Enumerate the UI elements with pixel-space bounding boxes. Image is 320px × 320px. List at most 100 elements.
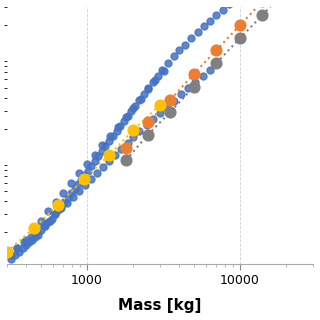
Point bbox=[189, 36, 194, 41]
Point bbox=[166, 60, 171, 65]
Point bbox=[214, 12, 219, 18]
Point bbox=[145, 120, 150, 125]
Point bbox=[69, 180, 74, 186]
Point bbox=[137, 97, 142, 102]
Point bbox=[38, 218, 44, 223]
Point bbox=[201, 24, 206, 29]
Point bbox=[22, 240, 27, 245]
Point bbox=[77, 188, 82, 194]
Point bbox=[46, 220, 51, 225]
Point bbox=[138, 96, 143, 101]
Point bbox=[92, 158, 97, 164]
Point bbox=[124, 157, 129, 163]
Point bbox=[46, 209, 51, 214]
Point bbox=[124, 146, 129, 151]
Point bbox=[20, 246, 25, 251]
Point bbox=[47, 218, 52, 223]
Point bbox=[131, 128, 136, 133]
Point bbox=[92, 152, 97, 157]
Point bbox=[27, 240, 32, 245]
Point bbox=[77, 171, 82, 176]
Point bbox=[88, 177, 93, 182]
Point bbox=[23, 237, 28, 242]
Point bbox=[49, 216, 54, 221]
Point bbox=[178, 92, 183, 97]
Point bbox=[119, 147, 124, 152]
Point bbox=[172, 98, 177, 103]
Point bbox=[72, 186, 77, 191]
Point bbox=[125, 141, 130, 146]
Point bbox=[107, 152, 112, 157]
X-axis label: Mass [kg]: Mass [kg] bbox=[118, 298, 202, 313]
Point bbox=[13, 253, 18, 258]
Point bbox=[107, 139, 112, 144]
Point bbox=[81, 177, 86, 182]
Point bbox=[17, 249, 22, 254]
Point bbox=[84, 162, 90, 167]
Point bbox=[227, 2, 232, 7]
Point bbox=[69, 190, 74, 196]
Point bbox=[61, 190, 66, 196]
Point bbox=[4, 249, 10, 254]
Point bbox=[108, 133, 113, 139]
Point bbox=[42, 223, 47, 228]
Point bbox=[162, 68, 167, 73]
Point bbox=[85, 168, 90, 173]
Point bbox=[64, 201, 69, 206]
Point bbox=[114, 129, 119, 134]
Point bbox=[82, 173, 87, 178]
Point bbox=[38, 228, 44, 233]
Point bbox=[100, 165, 105, 170]
Point bbox=[208, 18, 213, 23]
Point bbox=[95, 154, 100, 159]
Point bbox=[208, 68, 213, 73]
Point bbox=[177, 47, 182, 52]
Point bbox=[59, 203, 64, 208]
Point bbox=[65, 195, 70, 200]
Point bbox=[82, 183, 87, 188]
Point bbox=[100, 143, 105, 148]
Point bbox=[141, 91, 146, 96]
Point bbox=[113, 153, 118, 158]
Point bbox=[94, 171, 100, 176]
Point bbox=[132, 104, 137, 109]
Point bbox=[144, 122, 149, 127]
Point bbox=[260, 12, 265, 18]
Point bbox=[124, 115, 129, 120]
Point bbox=[237, 36, 243, 41]
Point bbox=[30, 237, 35, 242]
Point bbox=[33, 235, 38, 240]
Point bbox=[70, 194, 76, 199]
Point bbox=[237, 23, 243, 28]
Point bbox=[54, 200, 59, 205]
Point bbox=[150, 79, 156, 84]
Point bbox=[99, 148, 104, 154]
Point bbox=[214, 60, 219, 66]
Point bbox=[59, 206, 64, 211]
Point bbox=[191, 71, 196, 76]
Point bbox=[164, 104, 169, 109]
Point bbox=[88, 163, 93, 168]
Point bbox=[62, 200, 67, 205]
Point bbox=[56, 207, 61, 212]
Point bbox=[15, 246, 20, 251]
Point bbox=[75, 182, 80, 187]
Point bbox=[23, 243, 28, 248]
Point bbox=[122, 119, 127, 124]
Point bbox=[160, 67, 165, 72]
Point bbox=[118, 124, 123, 129]
Point bbox=[183, 42, 188, 47]
Point bbox=[31, 228, 36, 233]
Point bbox=[9, 253, 14, 258]
Point bbox=[52, 212, 58, 217]
Point bbox=[220, 7, 225, 12]
Point bbox=[125, 114, 131, 119]
Point bbox=[186, 86, 191, 91]
Point bbox=[145, 85, 150, 90]
Point bbox=[193, 80, 198, 85]
Point bbox=[195, 30, 200, 35]
Point bbox=[56, 202, 61, 207]
Point bbox=[153, 77, 158, 83]
Point bbox=[15, 246, 20, 251]
Point bbox=[137, 129, 142, 134]
